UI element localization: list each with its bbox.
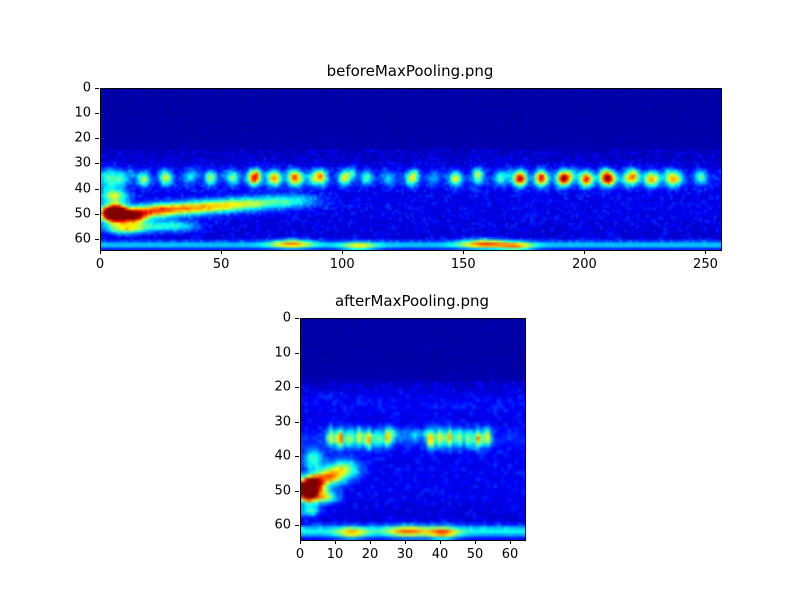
x-tick-mark bbox=[342, 250, 344, 254]
y-tick-label: 40 bbox=[74, 181, 91, 197]
y-tick-label: 10 bbox=[74, 105, 91, 121]
y-tick-mark bbox=[295, 456, 299, 458]
x-tick-mark bbox=[335, 540, 336, 544]
y-tick-mark bbox=[95, 238, 99, 240]
axes-before bbox=[100, 88, 722, 251]
x-tick-label: 30 bbox=[396, 547, 414, 562]
y-tick-mark bbox=[295, 421, 299, 423]
axes-after bbox=[300, 318, 526, 541]
heatmap-before bbox=[101, 89, 721, 250]
y-tick-mark bbox=[295, 387, 299, 389]
x-tick-label: 0 bbox=[95, 257, 105, 272]
heatmap-after bbox=[301, 319, 525, 540]
y-tick-label: 20 bbox=[274, 379, 291, 395]
y-tick-label: 60 bbox=[74, 231, 91, 247]
plot-title-after: afterMaxPooling.png bbox=[334, 292, 490, 310]
x-tick-mark bbox=[300, 540, 301, 544]
y-tick-label: 10 bbox=[274, 345, 291, 361]
y-tick-mark bbox=[95, 163, 99, 165]
y-tick-label: 50 bbox=[274, 483, 291, 499]
x-tick-mark bbox=[705, 250, 707, 254]
x-tick-mark bbox=[370, 540, 371, 544]
x-tick-label: 150 bbox=[450, 257, 476, 272]
y-tick-label: 30 bbox=[74, 155, 91, 171]
x-tick-mark bbox=[405, 540, 406, 544]
y-tick-mark bbox=[95, 138, 99, 140]
y-tick-mark bbox=[295, 525, 299, 527]
x-tick-mark bbox=[440, 540, 441, 544]
x-tick-label: 250 bbox=[693, 257, 718, 272]
y-tick-mark bbox=[95, 188, 99, 190]
x-tick-mark bbox=[475, 540, 476, 544]
x-tick-label: 0 bbox=[295, 547, 305, 562]
x-tick-label: 200 bbox=[571, 257, 597, 272]
x-tick-label: 20 bbox=[361, 547, 379, 562]
plot-title-before: beforeMaxPooling.png bbox=[326, 62, 494, 80]
x-tick-label: 100 bbox=[329, 257, 355, 272]
y-tick-label: 60 bbox=[274, 517, 291, 533]
x-tick-label: 40 bbox=[431, 547, 449, 562]
y-tick-label: 0 bbox=[82, 80, 91, 96]
x-tick-label: 60 bbox=[501, 547, 519, 562]
y-tick-mark bbox=[295, 490, 299, 492]
x-tick-mark bbox=[584, 250, 586, 254]
x-tick-mark bbox=[100, 250, 101, 254]
y-tick-mark bbox=[295, 352, 299, 354]
y-tick-label: 30 bbox=[274, 414, 291, 430]
x-tick-label: 50 bbox=[212, 257, 230, 272]
y-tick-label: 50 bbox=[74, 206, 91, 222]
x-tick-mark bbox=[221, 250, 223, 254]
y-tick-mark bbox=[295, 318, 299, 319]
x-tick-mark bbox=[463, 250, 465, 254]
y-tick-mark bbox=[95, 213, 99, 215]
y-tick-label: 40 bbox=[274, 448, 291, 464]
y-tick-label: 0 bbox=[282, 310, 291, 326]
x-tick-label: 50 bbox=[466, 547, 484, 562]
y-tick-label: 20 bbox=[74, 130, 91, 146]
y-tick-mark bbox=[95, 113, 99, 115]
x-tick-label: 10 bbox=[326, 547, 344, 562]
x-tick-mark bbox=[510, 540, 511, 544]
y-tick-mark bbox=[95, 88, 99, 89]
